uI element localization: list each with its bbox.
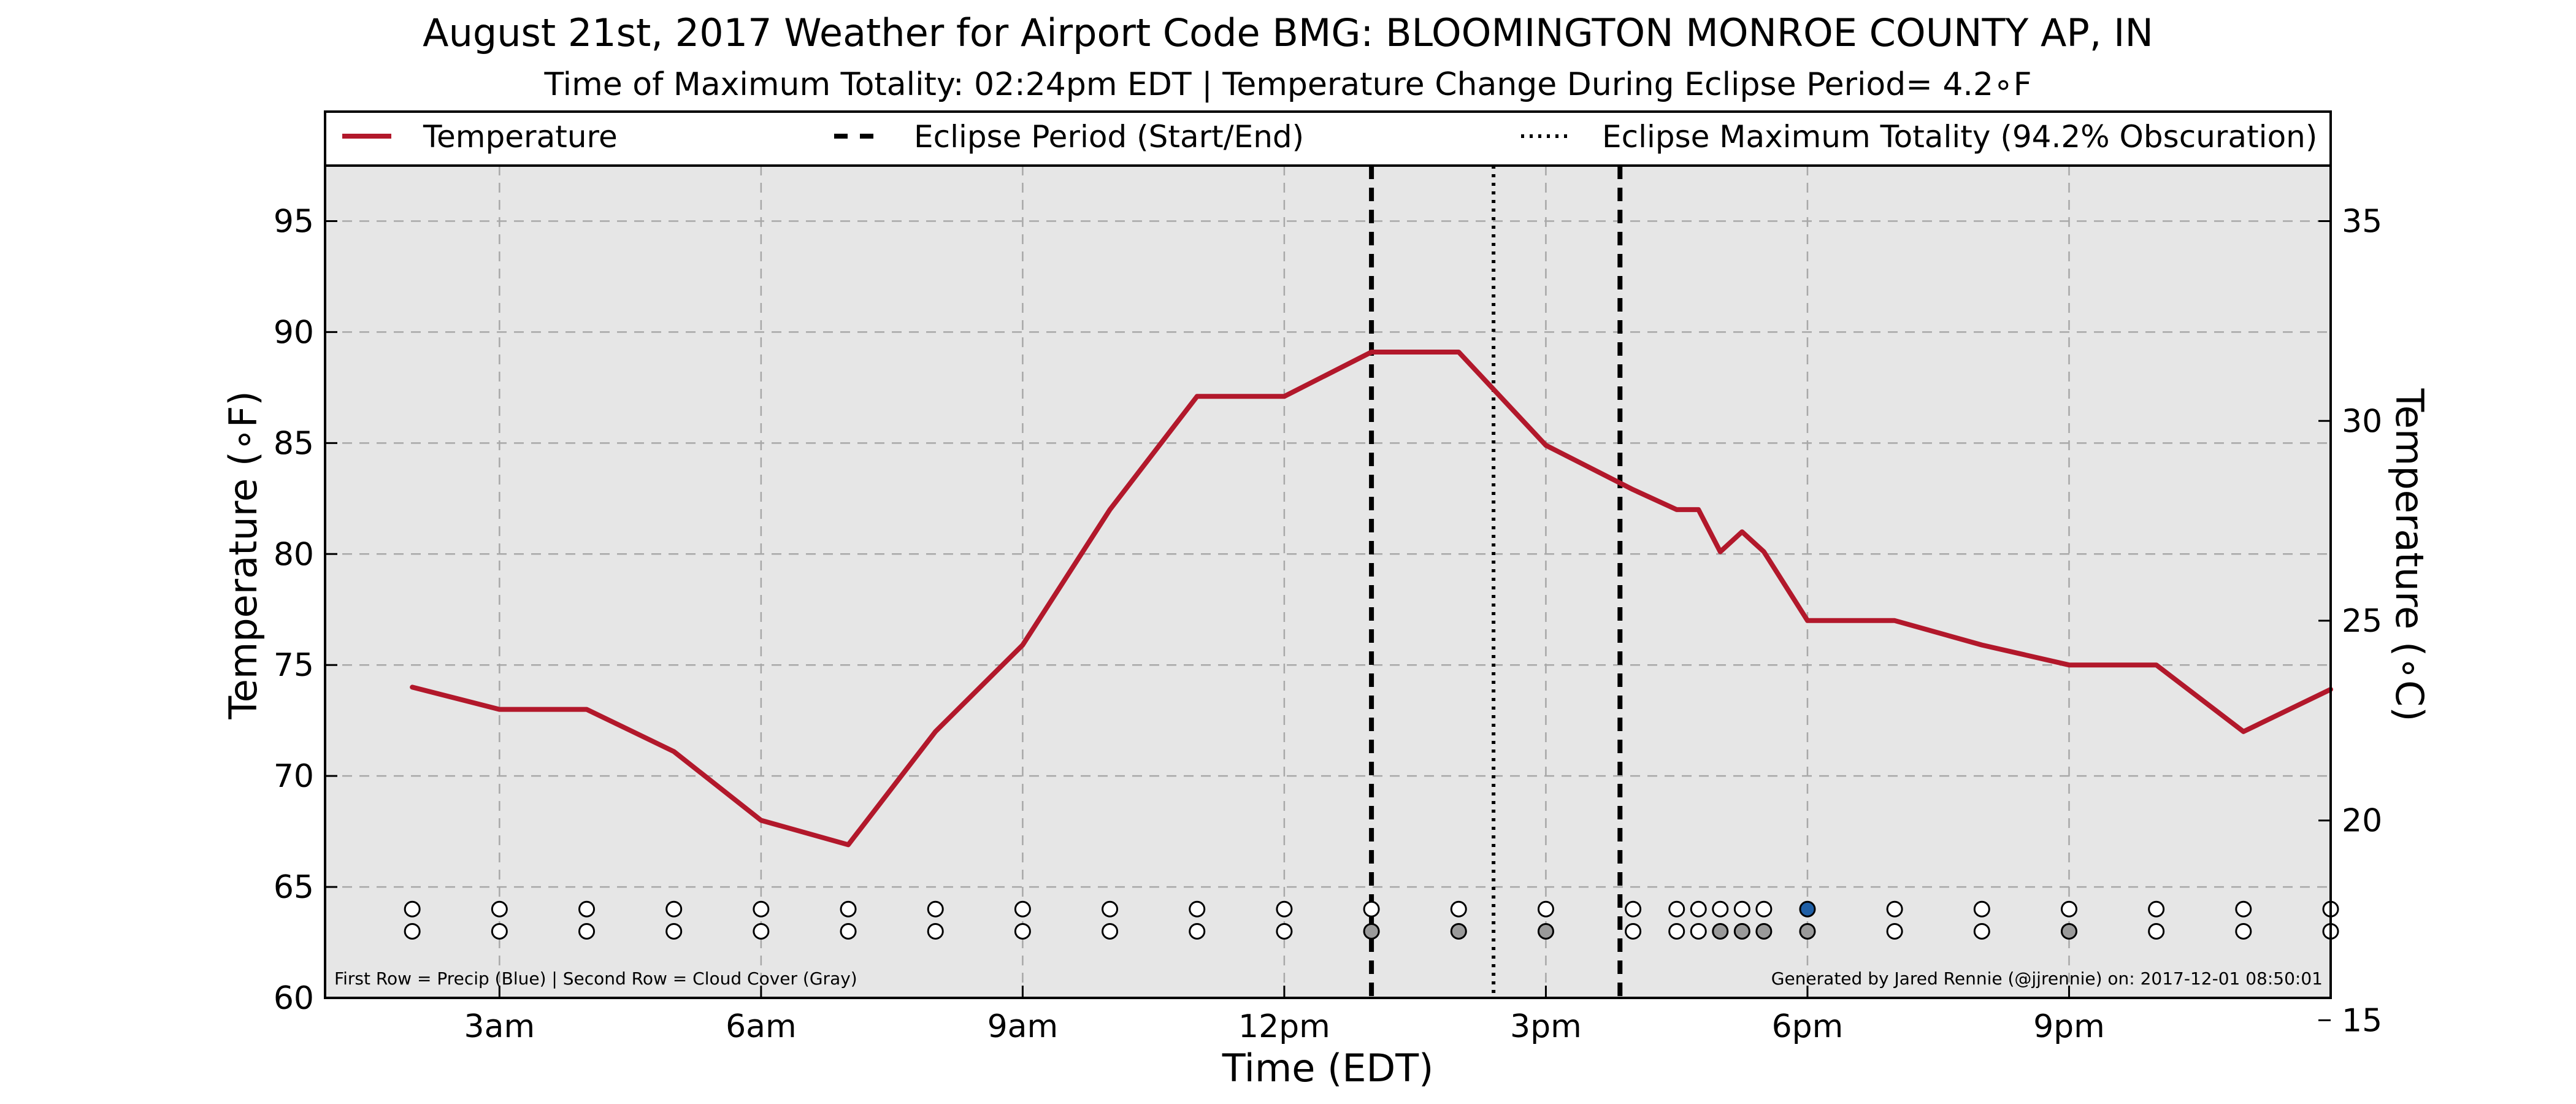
- precip-marker: [840, 900, 857, 918]
- y-tick-label: 90: [274, 314, 314, 351]
- precip-marker: [1973, 900, 1990, 918]
- x-axis: 3am 6am 9am 12pm 3pm 6pm 9pm: [464, 986, 2105, 1045]
- precip-marker: [1625, 900, 1642, 918]
- precip-marker: [1189, 900, 1206, 918]
- chart-title: August 21st, 2017 Weather for Airport Co…: [423, 10, 2153, 55]
- precip-marker: [1799, 900, 1816, 918]
- x-tick-label: 3pm: [1510, 1008, 1582, 1045]
- footnote-right: Generated by Jared Rennie (@jjrennie) on…: [1771, 968, 2323, 989]
- cloud-marker: [1363, 922, 1380, 940]
- y-axis-right: 15 20 25 30 35: [2318, 204, 2382, 1039]
- precip-marker: [1537, 900, 1554, 918]
- precip-marker: [1668, 900, 1685, 918]
- precip-marker: [1733, 900, 1750, 918]
- legend-label-eclipse-max: Eclipse Maximum Totality (94.2% Obscurat…: [1602, 119, 2317, 155]
- cloud-marker: [665, 922, 683, 940]
- precip-marker: [1690, 900, 1707, 918]
- cloud-marker: [1189, 922, 1206, 940]
- temperature-line: [410, 350, 2333, 848]
- legend-box: [324, 110, 2332, 167]
- cloud-marker: [753, 922, 770, 940]
- x-tick-label: 9am: [987, 1008, 1059, 1045]
- cloud-marker: [1712, 922, 1729, 940]
- footnote-left: First Row = Precip (Blue) | Second Row =…: [334, 968, 857, 989]
- cloud-marker: [1014, 922, 1031, 940]
- cloud-marker: [2235, 922, 2252, 940]
- cloud-marker: [1668, 922, 1685, 940]
- precip-marker: [1363, 900, 1380, 918]
- legend-label-eclipse-period: Eclipse Period (Start/End): [914, 119, 1304, 155]
- cloud-marker: [1799, 922, 1816, 940]
- chart-subtitle: Time of Maximum Totality: 02:24pm EDT | …: [543, 66, 2031, 103]
- x-tick-label: 6pm: [1772, 1008, 1844, 1045]
- y-right-tick-label: 15: [2342, 1002, 2382, 1039]
- cloud-marker: [1625, 922, 1642, 940]
- eclipse-lines: [1369, 166, 1623, 998]
- precip-marker: [2060, 900, 2077, 918]
- x-tick-label: 6am: [726, 1008, 797, 1045]
- y-right-tick-label: 25: [2342, 603, 2382, 640]
- precip-marker: [1102, 900, 1119, 918]
- y-tick-label: 80: [274, 536, 314, 573]
- y-right-tick-label: 35: [2342, 204, 2382, 240]
- precip-marker: [404, 900, 421, 918]
- cloud-marker: [1102, 922, 1119, 940]
- y-axis-left: 60 65 70 75 80 85 90 95: [274, 203, 337, 1017]
- cloud-marker: [1886, 922, 1903, 940]
- y-tick-label: 65: [274, 869, 314, 906]
- precip-marker: [665, 900, 683, 918]
- precip-marker: [1712, 900, 1729, 918]
- x-tick-label: 3am: [464, 1008, 535, 1045]
- cloud-marker: [840, 922, 857, 940]
- cloud-marker: [1450, 922, 1467, 940]
- y-tick-label: 95: [274, 203, 314, 240]
- y-tick-label: 85: [274, 425, 314, 462]
- x-tick-label: 9pm: [2033, 1008, 2105, 1045]
- cloud-marker: [578, 922, 596, 940]
- precip-marker: [491, 900, 508, 918]
- cloud-marker: [1537, 922, 1554, 940]
- precip-marker: [753, 900, 770, 918]
- precip-marker: [578, 900, 596, 918]
- cloud-marker: [2060, 922, 2077, 940]
- precip-marker: [2148, 900, 2165, 918]
- gridlines: [325, 166, 2331, 998]
- x-tick-label: 12pm: [1238, 1008, 1330, 1045]
- y-tick-label: 75: [274, 647, 314, 684]
- marker-rows: [404, 900, 2339, 940]
- cloud-marker: [1755, 922, 1773, 940]
- precip-marker: [1014, 900, 1031, 918]
- cloud-marker: [1276, 922, 1293, 940]
- precip-marker: [1886, 900, 1903, 918]
- precip-marker: [927, 900, 944, 918]
- temperature-series: [410, 350, 2333, 848]
- legend: Temperature Eclipse Period (Start/End) E…: [324, 110, 2332, 167]
- cloud-marker: [1733, 922, 1750, 940]
- precip-marker: [1755, 900, 1773, 918]
- cloud-marker: [1690, 922, 1707, 940]
- cloud-marker: [927, 922, 944, 940]
- y-axis-label-right: Temperature (∘C): [2387, 388, 2432, 722]
- legend-label-temperature: Temperature: [423, 119, 618, 155]
- y-right-tick-label: 30: [2342, 403, 2382, 440]
- cloud-marker: [491, 922, 508, 940]
- cloud-marker: [2148, 922, 2165, 940]
- precip-marker: [2235, 900, 2252, 918]
- cloud-marker: [1973, 922, 1990, 940]
- plot-area: [325, 166, 2331, 998]
- precip-marker: [1450, 900, 1467, 918]
- y-right-tick-label: 20: [2342, 803, 2382, 840]
- cloud-marker: [404, 922, 421, 940]
- y-tick-label: 60: [274, 980, 314, 1017]
- x-axis-label: Time (EDT): [1222, 1046, 1434, 1091]
- precip-marker: [1276, 900, 1293, 918]
- y-axis-label-left: Temperature (∘F): [221, 391, 266, 719]
- y-tick-label: 70: [274, 758, 314, 795]
